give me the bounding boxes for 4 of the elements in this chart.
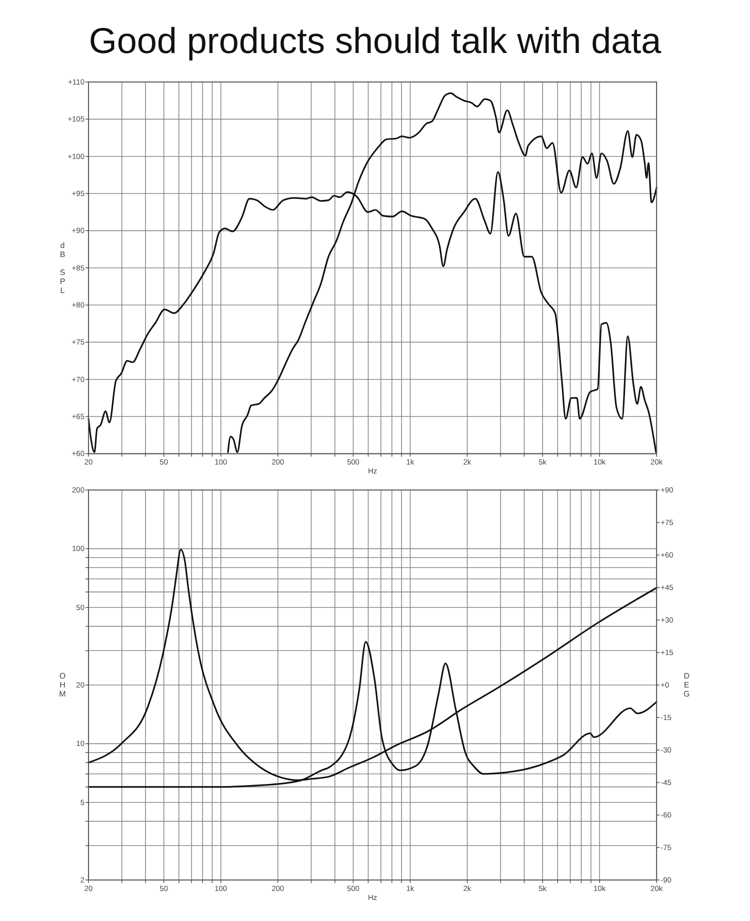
y2-axis-title: DEG (682, 672, 692, 698)
chart-title: Good products should talk with data (88, 20, 662, 61)
y-axis-title: OHM (58, 672, 67, 698)
y-axis-title: dB SPL (58, 240, 67, 295)
